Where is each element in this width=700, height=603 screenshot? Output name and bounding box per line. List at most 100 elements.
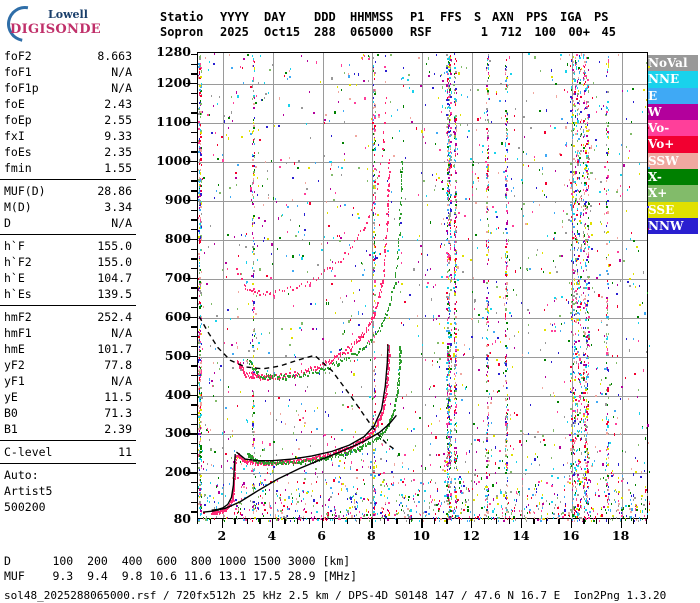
- legend-item-noval[interactable]: NoVal: [645, 55, 698, 72]
- echo-point: [438, 322, 441, 325]
- echo-point: [272, 63, 274, 66]
- y-axis-tick: [191, 209, 197, 211]
- echo-point: [563, 380, 565, 384]
- echo-point: [612, 415, 614, 418]
- echo-point: [273, 295, 275, 298]
- echo-point: [440, 111, 443, 114]
- echo-point: [338, 460, 341, 463]
- echo-point: [431, 422, 433, 425]
- echo-point: [292, 255, 294, 258]
- echo-point: [449, 436, 451, 439]
- echo-point: [450, 73, 452, 76]
- echo-point: [369, 358, 372, 362]
- echo-point: [363, 483, 365, 486]
- echo-point: [549, 502, 551, 506]
- echo-point: [472, 356, 474, 359]
- param-key: h`F2: [4, 255, 32, 269]
- echo-point: [364, 55, 366, 58]
- y-axis-tick: [191, 297, 197, 299]
- echo-point: [339, 204, 341, 207]
- y-axis-tick: [191, 384, 197, 387]
- echo-point: [268, 331, 271, 334]
- y-axis-tick: [191, 73, 197, 75]
- echo-point: [620, 173, 622, 176]
- echo-point: [450, 334, 452, 337]
- ionogram-plot-area[interactable]: [197, 52, 651, 523]
- y-axis-tick: [191, 423, 197, 426]
- echo-point: [487, 311, 490, 314]
- echo-point: [334, 446, 337, 449]
- echo-point: [616, 293, 618, 296]
- echo-point: [409, 116, 412, 119]
- legend-item-nne[interactable]: NNE: [645, 71, 698, 88]
- header-col-pps: PPS: [526, 10, 548, 24]
- echo-point: [415, 127, 417, 130]
- echo-point: [604, 340, 606, 344]
- echo-point: [300, 363, 303, 366]
- legend-item-ssw[interactable]: SSW: [645, 152, 698, 170]
- echo-point: [490, 421, 492, 424]
- echo-point: [308, 167, 310, 170]
- echo-point: [639, 162, 641, 165]
- echo-point: [448, 62, 450, 65]
- echo-point: [285, 354, 287, 357]
- echo-point: [450, 235, 452, 238]
- echo-point: [542, 270, 544, 273]
- echo-point: [310, 302, 312, 305]
- echo-point: [496, 227, 498, 230]
- echo-point: [237, 290, 239, 293]
- echo-point: [477, 320, 480, 323]
- echo-point: [358, 289, 361, 292]
- echo-point: [356, 358, 359, 361]
- echo-point: [298, 225, 300, 228]
- echo-point: [270, 252, 273, 255]
- param-row-hf2: h`F2 155.0: [0, 254, 140, 270]
- echo-point: [495, 280, 497, 283]
- echo-point: [327, 414, 330, 417]
- echo-point: [432, 359, 434, 362]
- legend-item-e[interactable]: E: [645, 87, 698, 104]
- echo-point: [212, 361, 215, 364]
- echo-point: [491, 231, 493, 234]
- echo-point: [423, 128, 425, 131]
- echo-point: [508, 142, 510, 145]
- echo-point: [450, 102, 452, 105]
- echo-point: [468, 411, 471, 414]
- echo-point: [526, 267, 528, 270]
- echo-point: [565, 126, 567, 129]
- echo-point: [472, 194, 474, 197]
- echo-point: [318, 372, 320, 376]
- echo-point: [412, 90, 414, 93]
- echo-point: [316, 328, 318, 331]
- echo-point: [357, 213, 359, 216]
- echo-point: [446, 65, 448, 68]
- echo-point: [449, 88, 451, 91]
- legend-item-vo[interactable]: Vo+: [645, 136, 698, 153]
- echo-point: [226, 275, 228, 278]
- legend-item-sse[interactable]: SSE: [645, 201, 698, 218]
- echo-point: [241, 272, 243, 275]
- echo-point: [506, 165, 508, 168]
- echo-point: [509, 417, 512, 420]
- echo-point: [439, 245, 441, 248]
- param-row-hme: hmE 101.7: [0, 341, 140, 357]
- legend-item-vo[interactable]: Vo-: [645, 120, 698, 137]
- echo-point: [418, 489, 420, 492]
- echo-point: [607, 153, 609, 156]
- echo-point: [492, 205, 494, 208]
- grid-line-vertical: [272, 53, 274, 518]
- echo-point: [496, 496, 498, 500]
- echo-point: [447, 481, 449, 484]
- echo-point: [324, 118, 326, 121]
- param-key: h`E: [4, 271, 25, 285]
- legend-item-nnw[interactable]: NNW: [645, 217, 698, 235]
- echo-point: [400, 170, 402, 173]
- param-auto-name: Artist5: [4, 484, 53, 498]
- legend-item-w[interactable]: W: [645, 103, 698, 121]
- echo-point: [422, 136, 425, 139]
- legend-item-x[interactable]: X-: [645, 169, 698, 186]
- echo-point: [539, 441, 542, 444]
- echo-point: [207, 113, 209, 116]
- legend-item-x[interactable]: X+: [645, 185, 698, 202]
- echo-point: [213, 371, 216, 374]
